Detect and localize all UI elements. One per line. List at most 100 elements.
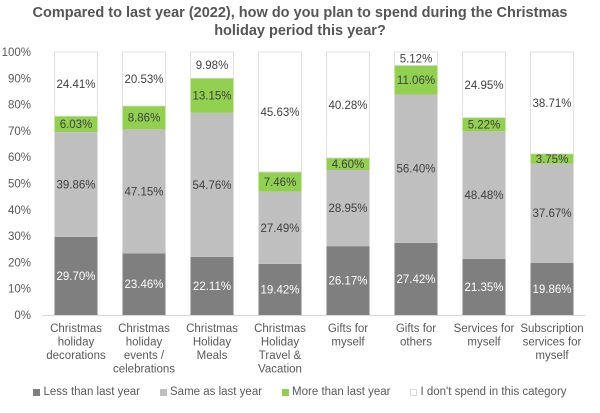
data-label: 47.15% xyxy=(124,186,163,198)
x-tick-label-line: celebrations xyxy=(113,364,175,376)
legend-swatch xyxy=(33,388,41,396)
x-tick-label-line: Christmas xyxy=(186,323,238,335)
x-tick-label: Christmas Holiday Meals xyxy=(186,323,238,362)
x-tick-label-line: Gifts for xyxy=(328,323,368,335)
x-tick-label: Services for myself xyxy=(454,323,515,349)
bar-segment xyxy=(122,253,166,315)
legend-item: Less than last year xyxy=(33,386,140,398)
bar-segment xyxy=(258,191,302,264)
data-label: 21.35% xyxy=(464,282,503,294)
x-tick-label-line: Vacation xyxy=(258,364,302,376)
bar-segment xyxy=(122,105,166,130)
x-tick-label-line: myself xyxy=(331,337,365,349)
x-tick-label-line: Christmas xyxy=(118,323,170,335)
y-tick-label: 30% xyxy=(8,231,31,243)
x-tick-label-line: holiday xyxy=(58,337,95,349)
data-label: 3.75% xyxy=(536,154,569,166)
bar-segment xyxy=(190,112,234,257)
x-tick-label-line: Holiday xyxy=(261,337,300,349)
x-tick-label-line: decorations xyxy=(46,350,106,362)
data-label: 48.48% xyxy=(464,190,503,202)
data-label: 23.46% xyxy=(124,279,163,291)
x-tick-label: Gifts for others xyxy=(396,323,436,349)
bar-segment xyxy=(462,131,506,259)
bar-segment xyxy=(394,94,438,243)
data-label: 20.53% xyxy=(124,74,163,86)
x-tick-label-line: Holiday xyxy=(193,337,232,349)
data-label: 24.41% xyxy=(56,79,95,91)
x-tick-label-line: Subscription xyxy=(520,323,583,335)
data-label: 39.86% xyxy=(56,179,95,191)
bar-segment xyxy=(394,65,438,95)
bar-segment xyxy=(122,129,166,254)
data-label: 40.28% xyxy=(328,100,367,112)
y-tick-label: 50% xyxy=(8,179,31,191)
x-tick-label-line: Christmas xyxy=(254,323,306,335)
bar-segment xyxy=(258,172,302,192)
legend: Less than last year Same as last year More… xyxy=(0,386,600,398)
data-label: 7.46% xyxy=(264,177,297,189)
x-tick-label: Subscription services for myself xyxy=(520,323,583,362)
data-label: 29.70% xyxy=(56,271,95,283)
x-tick-label: Christmas holiday decorations xyxy=(46,323,106,362)
y-tick-label: 10% xyxy=(8,284,31,296)
bar-stack: 19.42% 27.49% 7.46% 45.63% xyxy=(258,51,302,315)
y-axis: 0% 10% 20% 30% 40% 50% 60% 70% 80% 90% 100% xyxy=(2,47,31,322)
bar-segment xyxy=(326,157,370,171)
legend-item: More than last year xyxy=(282,386,390,398)
bar-stack: 22.11% 54.76% 13.15% 9.98% xyxy=(190,51,234,315)
data-label: 9.98% xyxy=(196,60,229,72)
data-label: 37.67% xyxy=(532,208,571,220)
bar-segment xyxy=(190,51,234,79)
bar-segment xyxy=(394,51,438,66)
bar-segment xyxy=(190,256,234,315)
x-tick-label-line: others xyxy=(400,337,432,349)
x-tick-label-line: myself xyxy=(535,350,569,362)
data-label: 26.17% xyxy=(328,276,367,288)
data-label: 27.49% xyxy=(260,223,299,235)
legend-item: I don't spend in this category xyxy=(410,386,567,398)
data-label: 22.11% xyxy=(193,281,231,293)
y-tick-label: 60% xyxy=(8,152,31,164)
bar-segment xyxy=(326,51,370,159)
data-label: 13.15% xyxy=(192,91,231,103)
x-tick-label-line: Gifts for xyxy=(396,323,436,335)
data-label: 6.03% xyxy=(60,119,93,131)
x-tick-label-line: holiday xyxy=(126,337,163,349)
x-tick-label-line: Christmas xyxy=(50,323,102,335)
bar-segment xyxy=(54,236,98,315)
bars: 29.70% 39.86% 6.03% 24.41% 23.46% 47.15% 8.86%… xyxy=(54,51,574,315)
legend-label: Same as last year xyxy=(170,386,263,398)
bar-segment xyxy=(530,163,574,263)
legend-label: Less than last year xyxy=(43,386,140,398)
data-label: 38.71% xyxy=(532,98,571,110)
bar-segment xyxy=(462,51,506,119)
data-label: 4.60% xyxy=(332,159,365,171)
y-tick-label: 100% xyxy=(2,47,31,59)
bar-segment xyxy=(326,246,370,315)
data-label: 45.63% xyxy=(260,107,299,119)
x-tick-label-line: events / xyxy=(124,350,165,362)
bar-stack: 27.42% 56.40% 11.06% 5.12% xyxy=(394,51,438,315)
data-label: 54.76% xyxy=(192,180,231,192)
chart-title-line-2: holiday period this year? xyxy=(214,23,386,39)
bar-segment xyxy=(54,51,98,117)
x-tick-label-line: Services for xyxy=(454,323,515,335)
x-tick-label: Christmas Holiday Travel & Vacation xyxy=(254,323,306,376)
data-label: 5.12% xyxy=(400,54,433,66)
data-label: 27.42% xyxy=(396,274,435,286)
bar-segment xyxy=(530,262,574,315)
y-tick-label: 80% xyxy=(8,100,31,112)
x-tick-label: Gifts for myself xyxy=(328,323,368,349)
legend-swatch xyxy=(282,388,290,396)
y-tick-label: 40% xyxy=(8,205,31,217)
chart-title: Compared to last year (2022), how do you… xyxy=(0,4,600,40)
y-tick-label: 90% xyxy=(8,73,31,85)
bar-segment xyxy=(530,51,574,155)
bar-segment xyxy=(530,153,574,164)
y-tick-label: 20% xyxy=(8,257,31,269)
legend-label: I don't spend in this category xyxy=(420,386,567,398)
data-label: 8.86% xyxy=(128,113,161,125)
